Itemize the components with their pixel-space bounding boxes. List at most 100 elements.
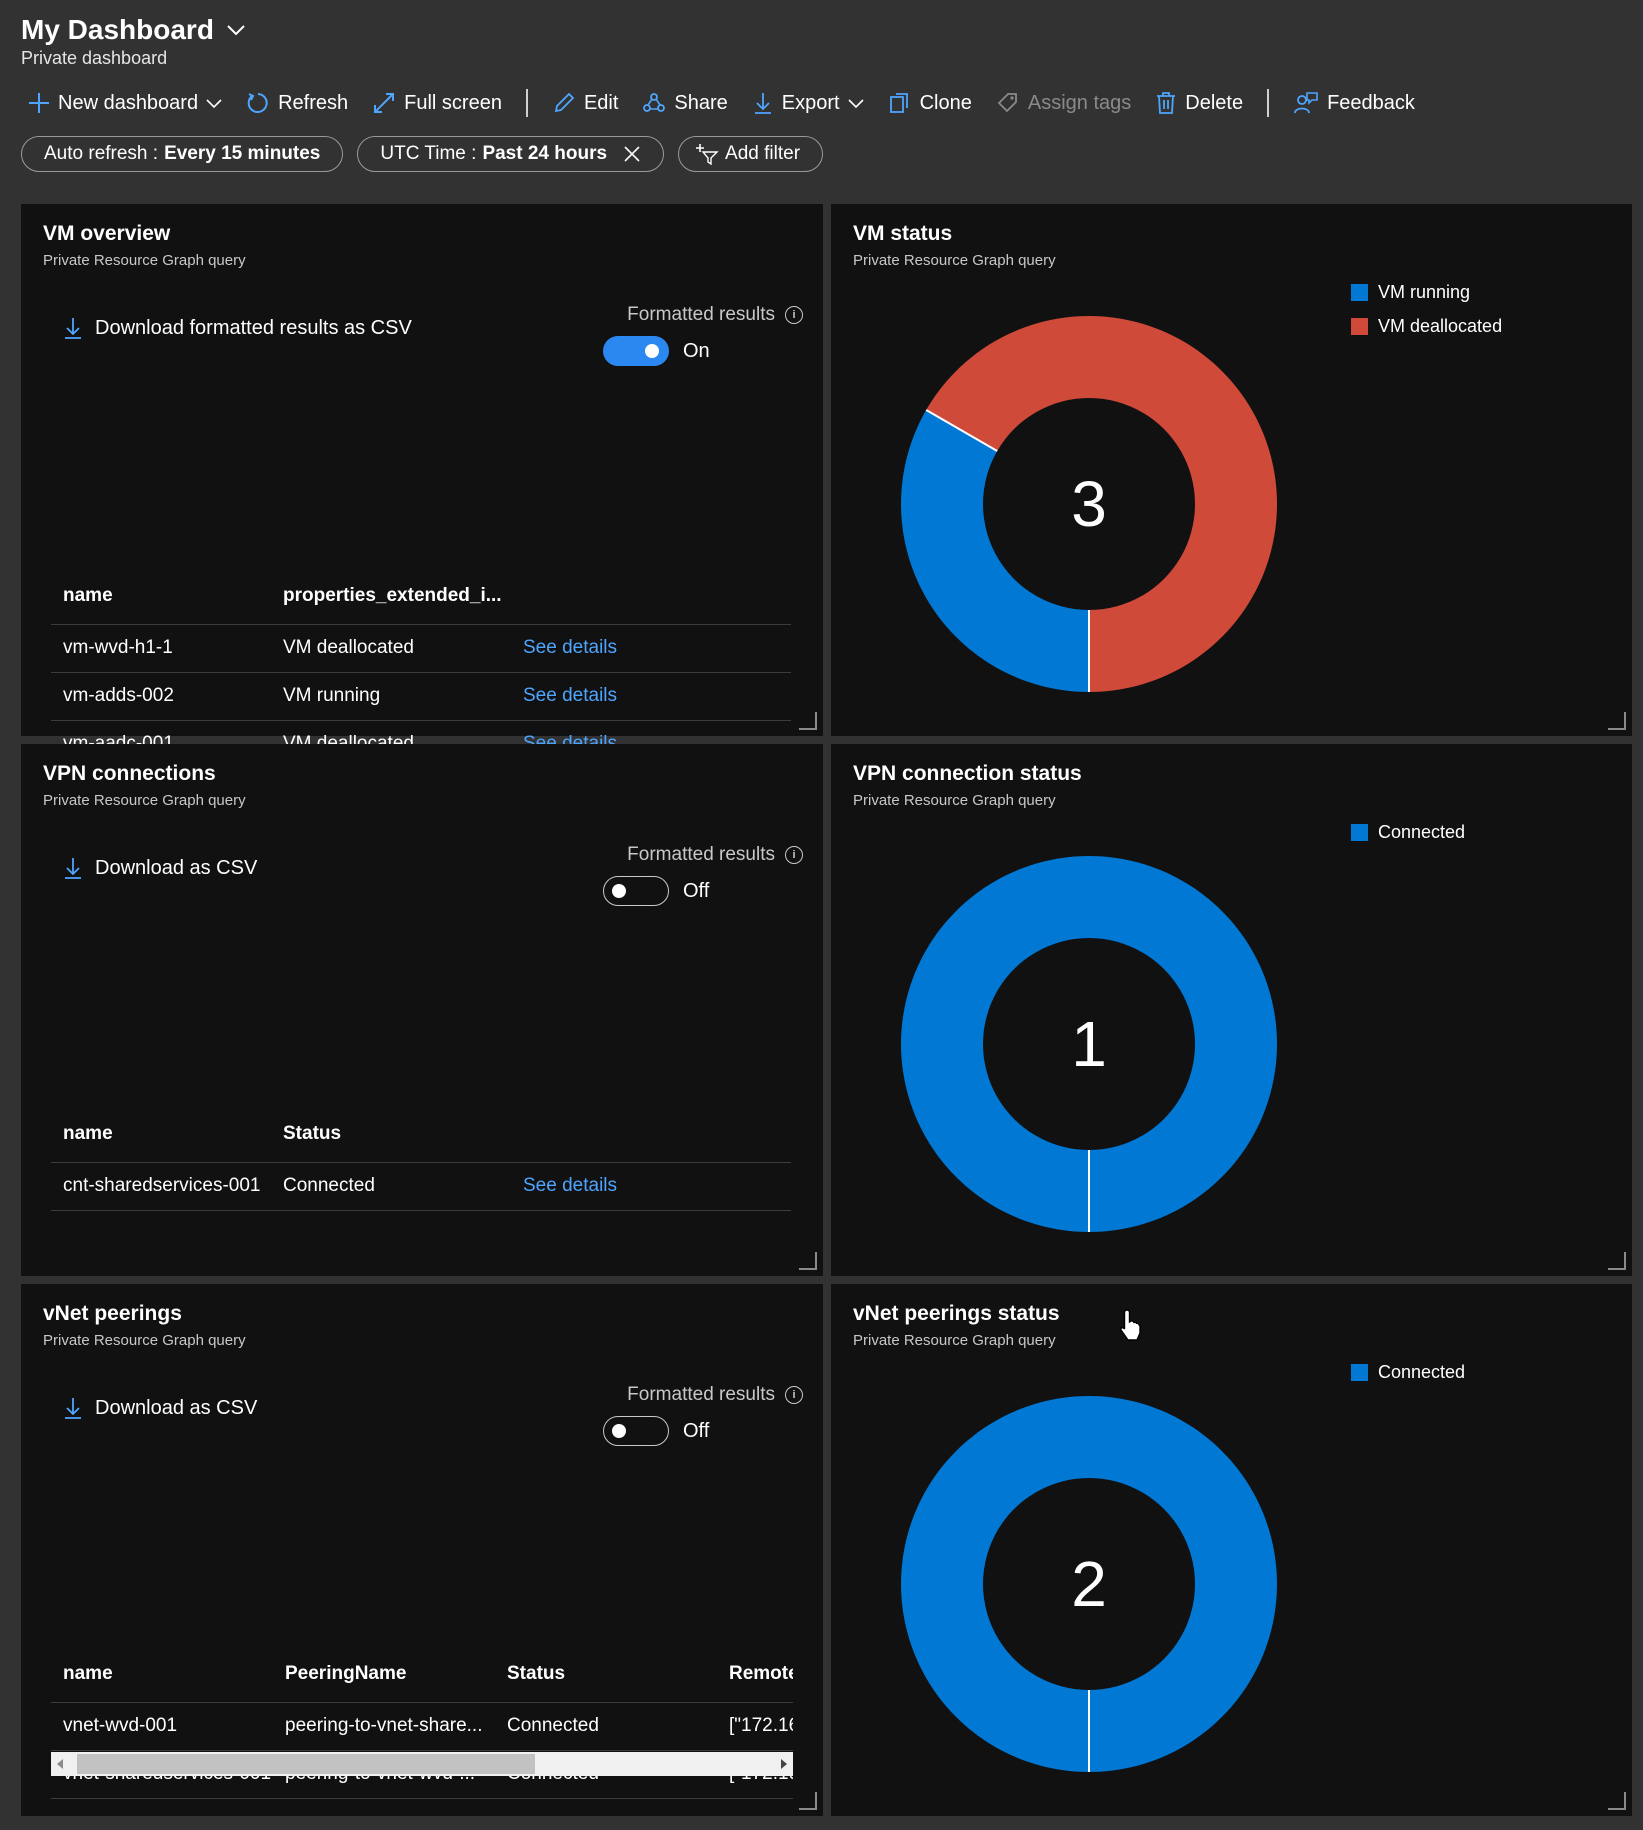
edit-label: Edit xyxy=(583,91,619,114)
tile-title: vNet peerings status xyxy=(853,1302,1060,1325)
column-header[interactable]: Status xyxy=(271,1106,511,1163)
table-cell-name: cnt-sharedservices-001 xyxy=(51,1162,271,1211)
clone-button[interactable]: Clone xyxy=(888,91,972,115)
formatted-results-control: Formatted results i Off xyxy=(603,844,803,906)
full-screen-button[interactable]: Full screen xyxy=(372,91,502,115)
info-icon[interactable]: i xyxy=(785,846,803,864)
refresh-button[interactable]: Refresh xyxy=(246,91,348,115)
delete-button[interactable]: Delete xyxy=(1155,91,1243,115)
chevron-down-icon[interactable] xyxy=(226,20,246,40)
column-header-empty xyxy=(511,1106,791,1163)
table-row[interactable]: vnet-wvd-001 peering-to-vnet-share... Conn… xyxy=(51,1702,793,1751)
table-row[interactable]: vm-wvd-h1-1 VM deallocated See details xyxy=(51,624,791,673)
add-filter-button[interactable]: Add filter xyxy=(678,136,824,172)
legend-item-connected[interactable]: Connected xyxy=(1351,822,1465,843)
donut-slice-vm-running[interactable] xyxy=(900,410,1089,692)
tile-subtitle: Private Resource Graph query xyxy=(853,1332,1056,1349)
resize-handle[interactable] xyxy=(799,712,817,730)
toggle-state-label: On xyxy=(683,339,710,362)
download-csv-button[interactable]: Download as CSV xyxy=(63,1396,257,1420)
clone-label: Clone xyxy=(919,91,972,114)
table-header-row: name PeeringName Status Remote xyxy=(51,1646,793,1703)
tag-icon xyxy=(997,93,1017,113)
legend-item-vm-deallocated[interactable]: VM deallocated xyxy=(1351,316,1502,337)
share-button[interactable]: Share xyxy=(642,91,728,115)
time-range-filter[interactable]: UTC Time : Past 24 hours xyxy=(357,136,665,172)
donut-slice-connected[interactable] xyxy=(900,1396,1277,1772)
formatted-results-toggle[interactable] xyxy=(603,336,669,366)
column-header[interactable]: Remote xyxy=(717,1646,793,1703)
chevron-down-icon xyxy=(206,99,222,109)
download-icon xyxy=(65,858,81,879)
donut-slice-vm-deallocated[interactable] xyxy=(926,316,1277,692)
table-cell-status: VM running xyxy=(271,672,511,721)
legend-item-vm-running[interactable]: VM running xyxy=(1351,282,1502,303)
formatted-results-label: Formatted results xyxy=(627,844,775,865)
table-cell-name: vnet-wvd-001 xyxy=(51,1702,273,1751)
table-row[interactable]: vm-adds-002 VM running See details xyxy=(51,672,791,721)
tile-subtitle: Private Resource Graph query xyxy=(43,1332,246,1349)
formatted-results-toggle[interactable] xyxy=(603,876,669,906)
feedback-label: Feedback xyxy=(1327,91,1415,114)
scrollbar-thumb[interactable] xyxy=(77,1754,535,1774)
new-dashboard-button[interactable]: New dashboard xyxy=(28,92,222,115)
formatted-results-label: Formatted results xyxy=(627,304,775,325)
pencil-icon xyxy=(554,92,575,113)
table-row[interactable]: cnt-sharedservices-001 Connected See detai… xyxy=(51,1162,791,1211)
download-csv-button[interactable]: Download formatted results as CSV xyxy=(63,316,412,340)
column-header[interactable]: name xyxy=(51,1106,271,1163)
edit-button[interactable]: Edit xyxy=(552,91,618,115)
table-cell-status: Connected xyxy=(495,1702,717,1751)
table-cell-peering: peering-to-vnet-share... xyxy=(273,1702,495,1751)
column-header[interactable]: Status xyxy=(495,1646,717,1703)
export-button[interactable]: Export xyxy=(752,91,864,115)
hand-pointer-icon xyxy=(1120,1309,1141,1341)
column-header[interactable]: properties_extended_i... xyxy=(271,568,511,625)
expand-icon xyxy=(374,93,395,113)
share-label: Share xyxy=(674,91,728,114)
column-header[interactable]: PeeringName xyxy=(273,1646,495,1703)
table-header-row: name properties_extended_i... xyxy=(51,568,791,625)
export-label: Export xyxy=(781,91,840,114)
feedback-icon xyxy=(1294,92,1318,114)
horizontal-scrollbar[interactable] xyxy=(51,1752,793,1776)
add-filter-icon xyxy=(696,144,719,165)
download-csv-button[interactable]: Download as CSV xyxy=(63,856,257,880)
chart-legend: Connected xyxy=(1351,1362,1465,1396)
tile-title: VPN connection status xyxy=(853,762,1082,785)
tile-vm-status: VM status Private Resource Graph query V… xyxy=(831,204,1632,736)
feedback-button[interactable]: Feedback xyxy=(1293,91,1415,115)
resize-handle[interactable] xyxy=(1608,712,1626,730)
auto-refresh-filter[interactable]: Auto refresh : Every 15 minutes xyxy=(21,136,344,172)
column-header[interactable]: name xyxy=(51,568,271,625)
chart-legend: VM running VM deallocated xyxy=(1351,282,1502,350)
tile-title: vNet peerings xyxy=(43,1302,182,1325)
info-icon[interactable]: i xyxy=(785,1386,803,1404)
command-bar: New dashboard Refresh Full screen Edit S… xyxy=(28,84,1439,122)
donut-slice-connected[interactable] xyxy=(900,856,1277,1232)
donut-chart xyxy=(900,856,1277,1232)
column-header[interactable]: name xyxy=(51,1646,273,1703)
donut-chart xyxy=(900,316,1277,692)
see-details-link[interactable]: See details xyxy=(511,624,791,673)
info-icon[interactable]: i xyxy=(785,306,803,324)
close-icon[interactable] xyxy=(623,145,641,163)
resize-handle[interactable] xyxy=(799,1792,817,1810)
toolbar-divider xyxy=(1267,89,1270,117)
copy-icon xyxy=(889,93,908,113)
resize-handle[interactable] xyxy=(1608,1792,1626,1810)
table-cell-status: Connected xyxy=(271,1162,511,1211)
see-details-link[interactable]: See details xyxy=(511,672,791,721)
resize-handle[interactable] xyxy=(799,1252,817,1270)
scroll-right-icon[interactable] xyxy=(781,1759,787,1769)
legend-item-connected[interactable]: Connected xyxy=(1351,1362,1465,1383)
see-details-link[interactable]: See details xyxy=(511,1162,791,1211)
tile-vnet-status: vNet peerings status Private Resource Gr… xyxy=(831,1284,1632,1816)
resize-handle[interactable] xyxy=(1608,1252,1626,1270)
download-icon xyxy=(65,1398,81,1419)
formatted-results-control: Formatted results i On xyxy=(603,304,803,366)
assign-tags-button[interactable]: Assign tags xyxy=(996,91,1131,115)
formatted-results-toggle[interactable] xyxy=(603,1416,669,1446)
results-table: name properties_extended_i... vm-wvd-h1-1 V… xyxy=(51,568,791,769)
scroll-left-icon[interactable] xyxy=(57,1759,63,1769)
